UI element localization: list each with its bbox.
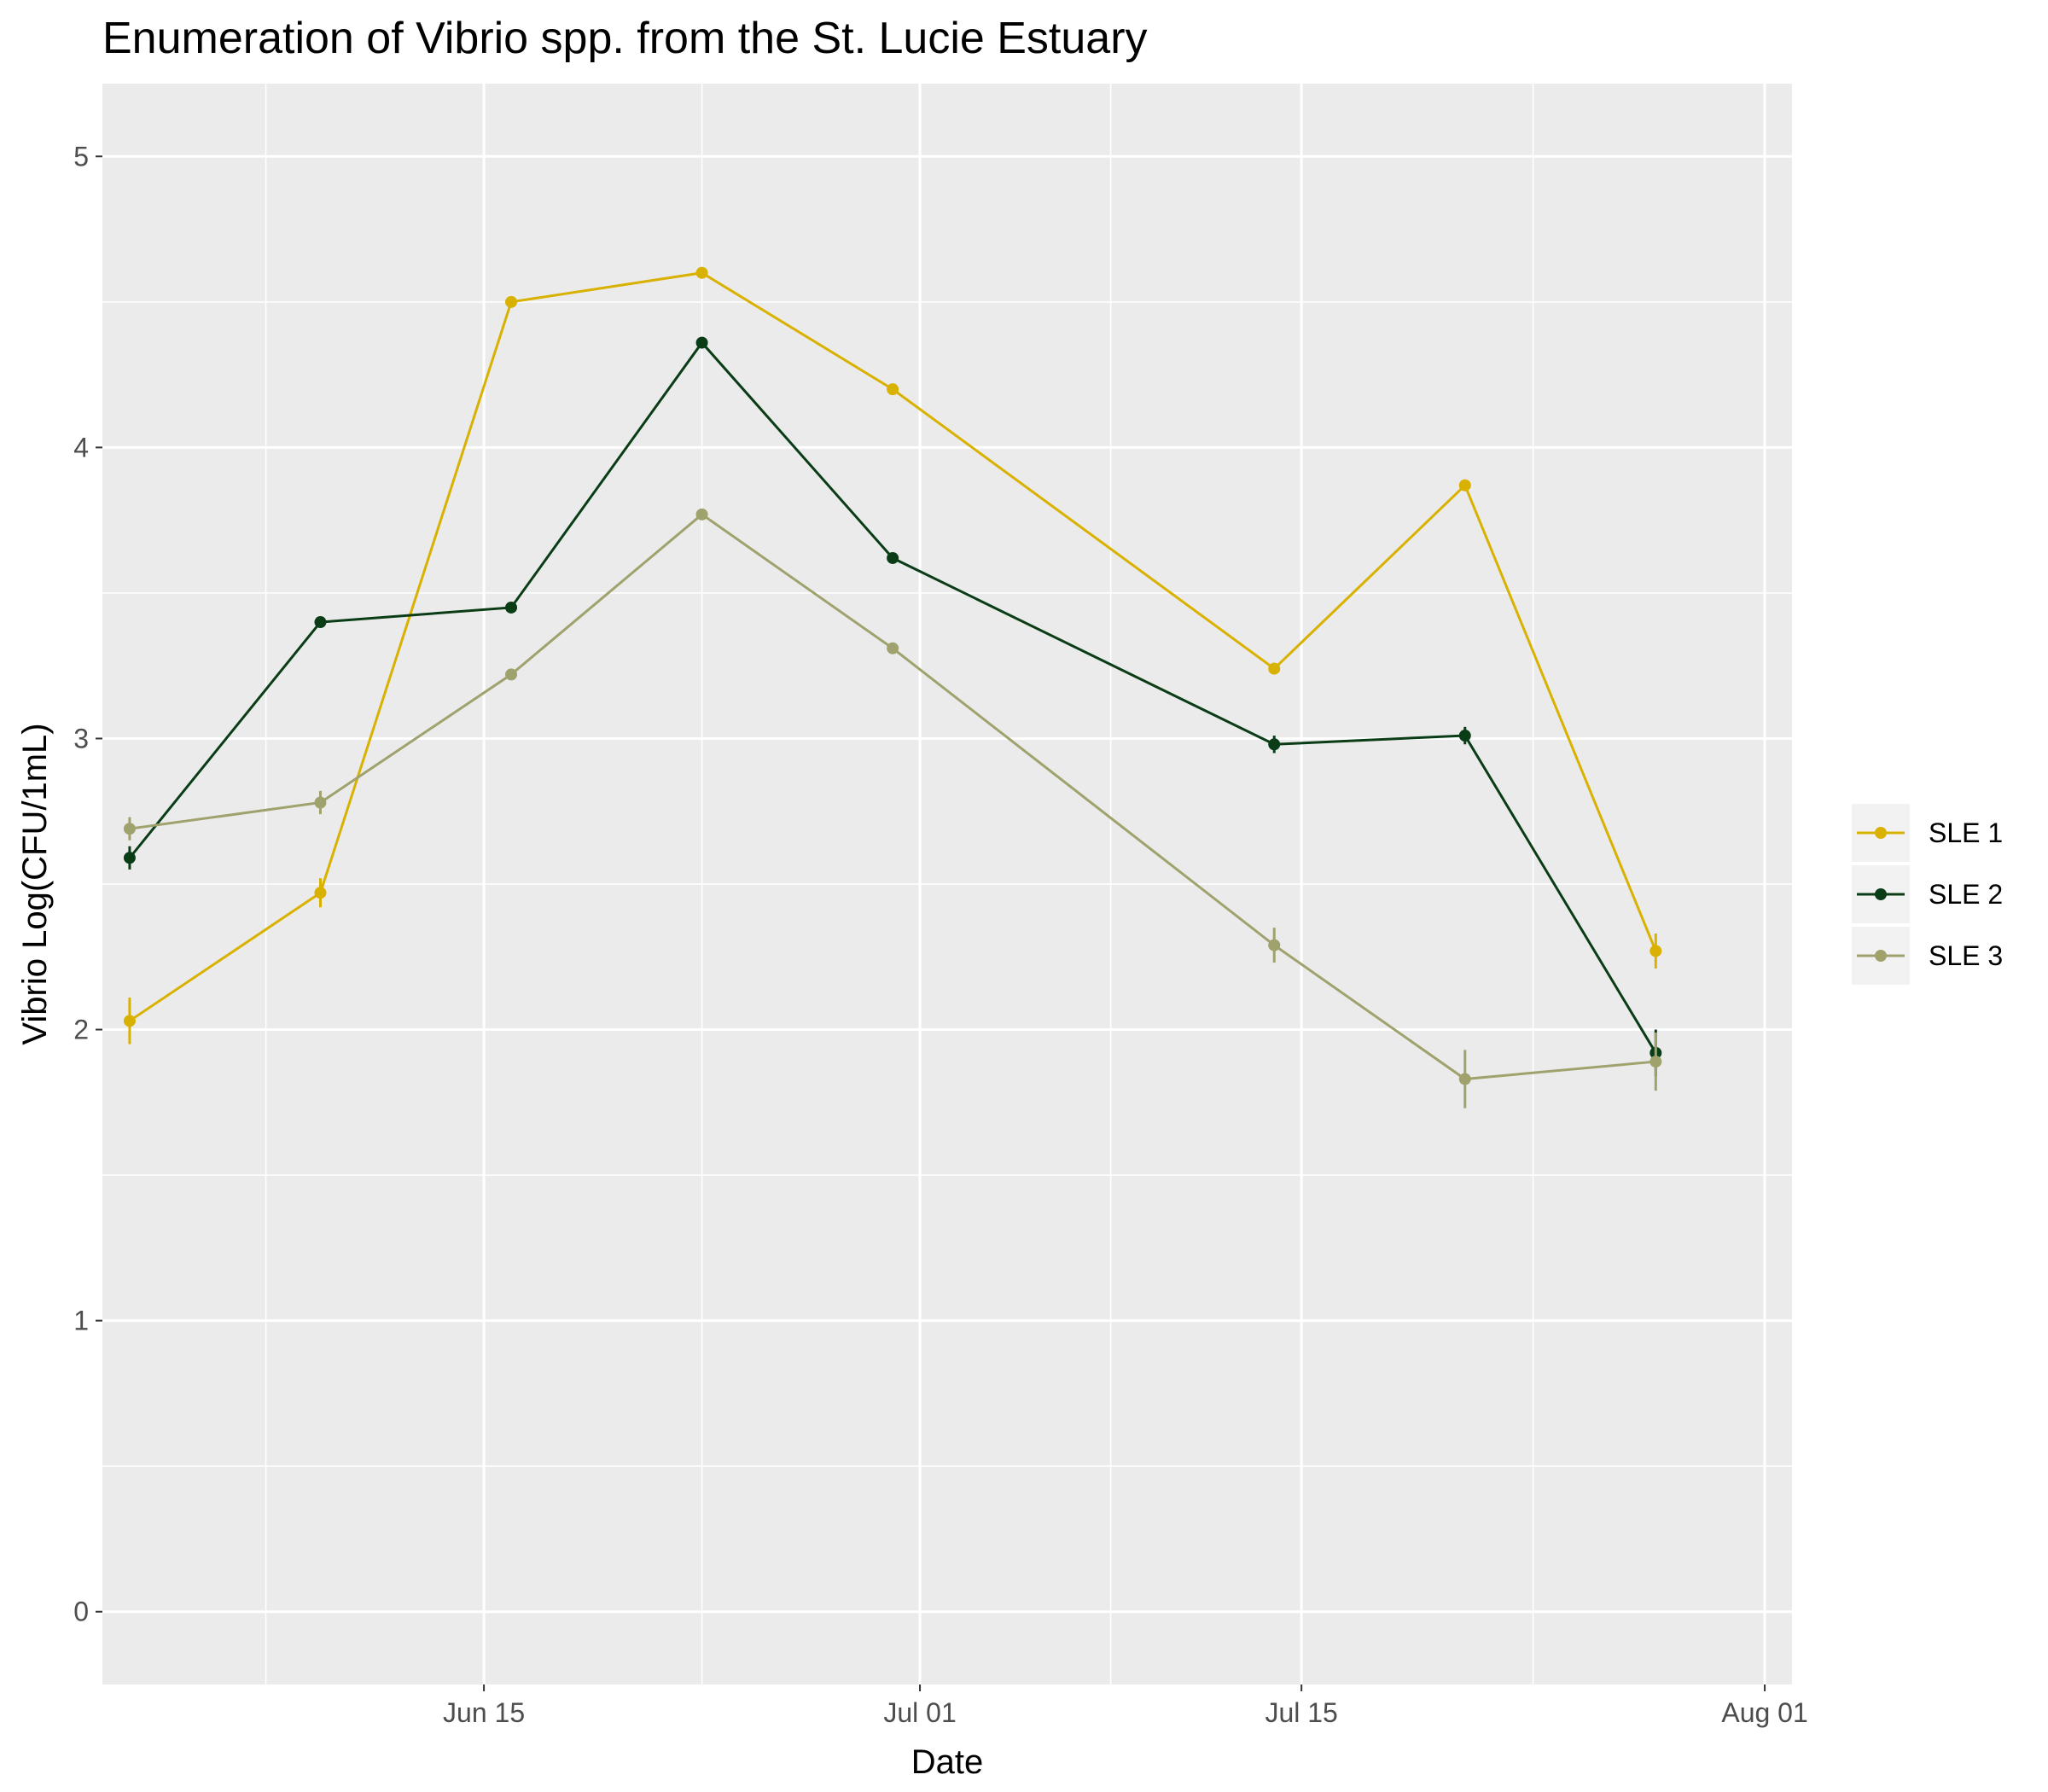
y-tick-label: 0 xyxy=(73,1597,89,1627)
legend-key-point xyxy=(1875,950,1887,962)
y-tick-label: 3 xyxy=(73,723,89,753)
data-point xyxy=(123,823,136,835)
legend: SLE 1 SLE 2 SLE 3 xyxy=(1852,804,2003,985)
data-point xyxy=(505,295,518,308)
y-axis-title: Vibrio Log(CFU/1mL) xyxy=(16,723,54,1044)
data-point xyxy=(887,642,899,655)
series-line xyxy=(129,512,1656,1081)
data-point xyxy=(695,266,708,279)
legend-label: SLE 1 xyxy=(1929,817,2003,848)
data-point xyxy=(505,668,518,681)
data-point xyxy=(1458,730,1471,742)
series-line xyxy=(129,271,1657,1022)
series-3 xyxy=(123,508,1662,1108)
data-point xyxy=(1649,1056,1662,1068)
y-tick-label: 5 xyxy=(73,141,89,172)
x-tick-label: Jul 01 xyxy=(883,1697,956,1728)
data-point xyxy=(505,601,518,614)
data-point xyxy=(887,551,899,564)
legend-label: SLE 3 xyxy=(1929,940,2003,971)
y-tick-label: 2 xyxy=(73,1015,89,1045)
data-point xyxy=(314,887,327,899)
legend-key-point xyxy=(1875,888,1887,900)
data-point xyxy=(1458,479,1471,492)
data-point xyxy=(887,383,899,396)
series-line xyxy=(128,340,1657,1054)
chart-title: Enumeration of Vibrio spp. from the St. … xyxy=(102,14,1148,63)
series-layer xyxy=(123,266,1662,1108)
x-axis-title: Date xyxy=(911,1743,984,1781)
x-tick-label: Jun 15 xyxy=(443,1697,525,1728)
x-tick-label: Jul 15 xyxy=(1265,1697,1337,1728)
data-point xyxy=(314,616,327,629)
data-point xyxy=(1268,738,1281,751)
legend-key-point xyxy=(1875,827,1887,839)
data-point xyxy=(1458,1073,1471,1085)
data-point xyxy=(1649,945,1662,957)
data-point xyxy=(123,852,136,864)
data-point xyxy=(123,1015,136,1027)
y-tick-label: 1 xyxy=(73,1306,89,1336)
x-tick-label: Aug 01 xyxy=(1721,1697,1807,1728)
data-point xyxy=(695,336,708,349)
legend-label: SLE 2 xyxy=(1929,879,2003,910)
y-axis: 0 1 2 3 4 5 xyxy=(73,141,102,1627)
y-tick-label: 4 xyxy=(73,432,89,463)
grid xyxy=(102,84,1792,1684)
data-point xyxy=(695,508,708,521)
data-point xyxy=(1268,939,1281,951)
series-1 xyxy=(123,266,1662,1044)
x-axis: Jun 15 Jul 01 Jul 15 Aug 01 xyxy=(443,1684,1808,1728)
data-point xyxy=(314,796,327,809)
data-point xyxy=(1268,662,1281,675)
